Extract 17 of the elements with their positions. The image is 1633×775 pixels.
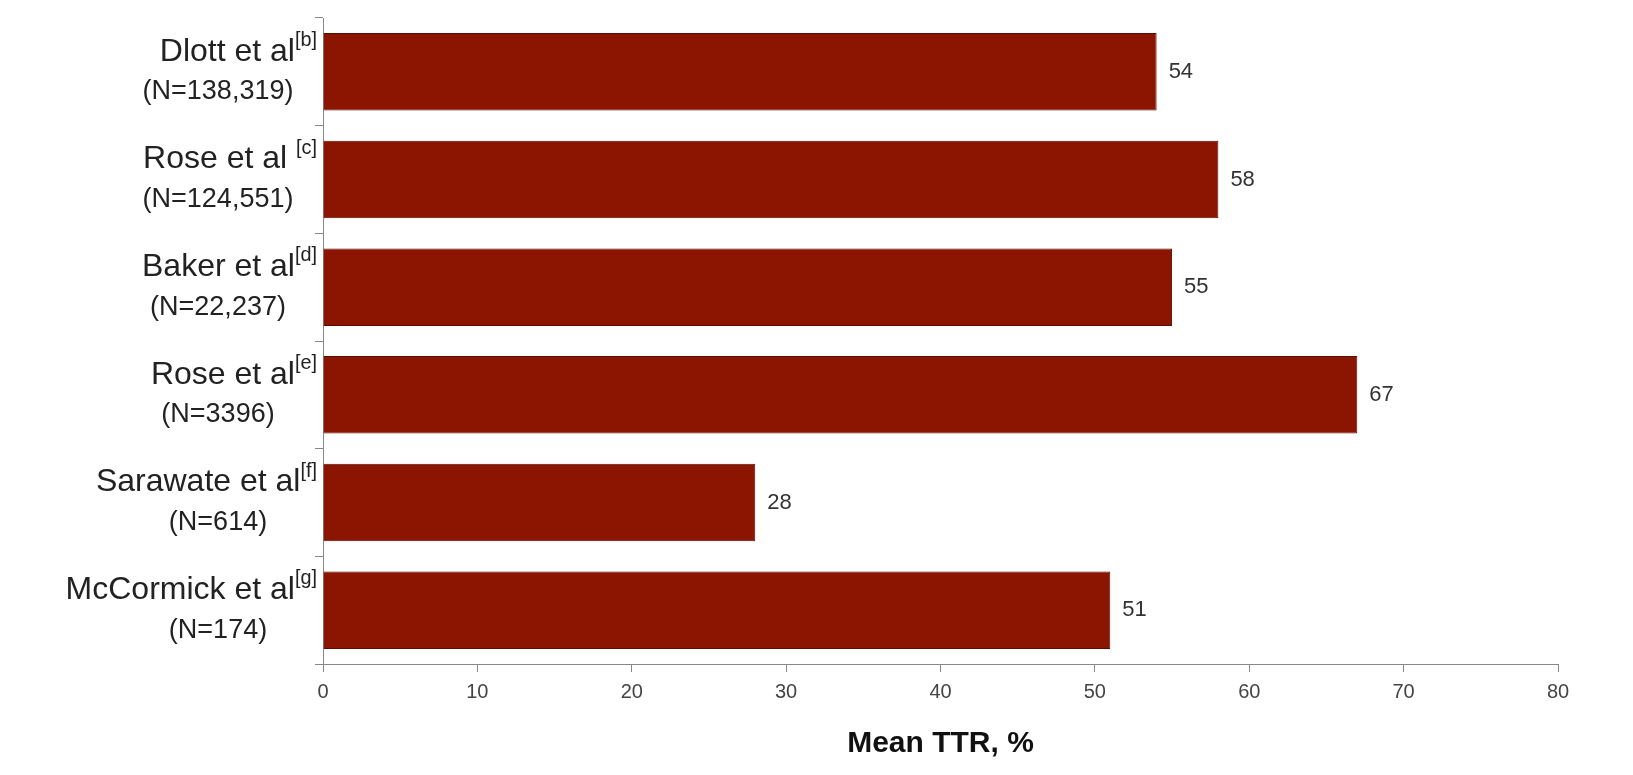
- data-label: 55: [1184, 273, 1209, 299]
- x-tick-label: 40: [929, 679, 952, 702]
- x-axis-title: Mean TTR, %: [847, 725, 1034, 759]
- x-tick-label: 20: [620, 679, 643, 702]
- x-tick-label: 70: [1392, 679, 1415, 702]
- x-tick-label: 50: [1083, 679, 1106, 702]
- data-label: 28: [767, 488, 792, 514]
- data-label: 67: [1369, 380, 1394, 406]
- data-label: 58: [1230, 165, 1255, 191]
- x-tick-label: 30: [775, 679, 798, 702]
- x-tick-label: 0: [317, 679, 329, 702]
- data-label: 54: [1168, 57, 1194, 83]
- x-tick-label: 80: [1546, 679, 1570, 702]
- x-tick-label: 60: [1238, 679, 1261, 702]
- category-label: Rose et al [c] (N=124,551): [142, 135, 318, 213]
- x-tick-label: 10: [466, 679, 489, 702]
- data-label: 51: [1122, 596, 1147, 622]
